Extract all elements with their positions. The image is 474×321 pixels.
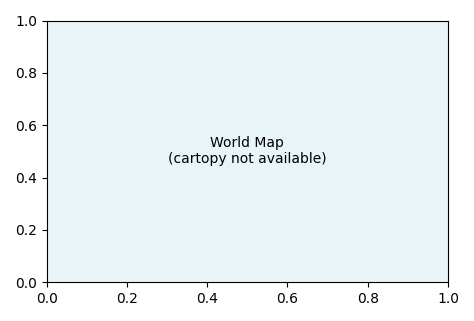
Text: World Map
(cartopy not available): World Map (cartopy not available) <box>168 136 327 167</box>
